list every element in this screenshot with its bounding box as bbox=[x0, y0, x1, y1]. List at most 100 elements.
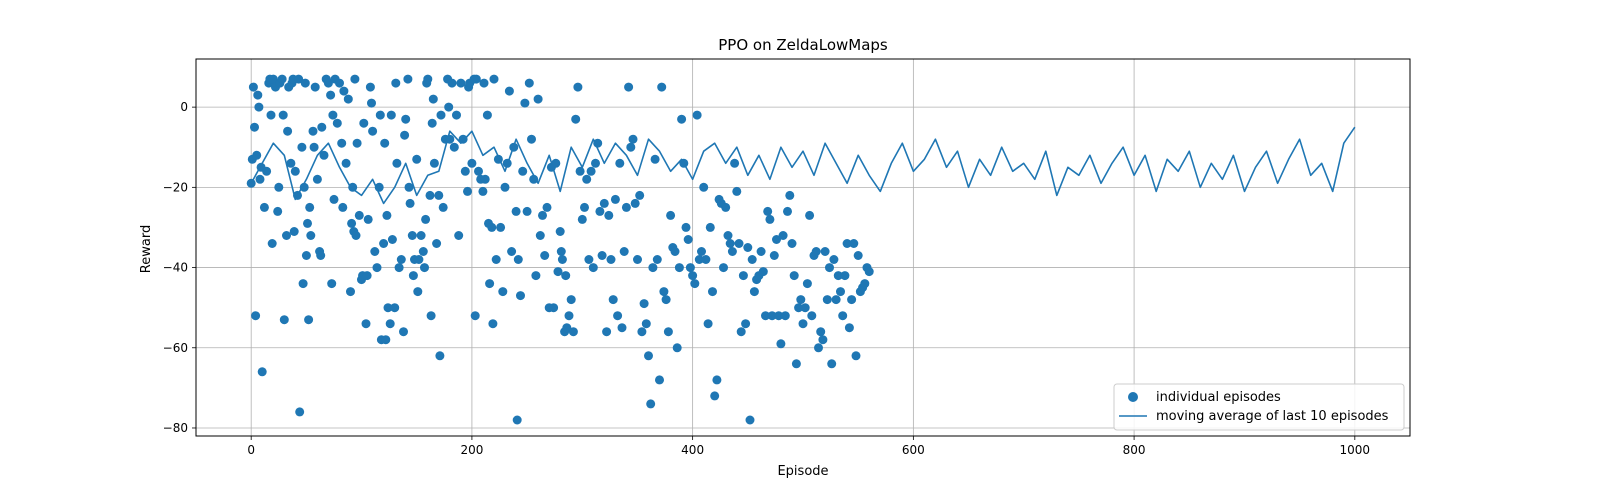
episode-point bbox=[252, 150, 262, 160]
episode-point bbox=[458, 134, 468, 144]
x-axis-label: Episode bbox=[777, 464, 828, 479]
episode-point bbox=[606, 255, 616, 264]
episode-point bbox=[774, 311, 784, 321]
episode-point bbox=[725, 239, 735, 248]
episode-point bbox=[423, 74, 433, 84]
episode-point bbox=[778, 231, 788, 240]
episode-point bbox=[635, 190, 645, 200]
episode-point bbox=[297, 142, 307, 152]
episode-point bbox=[836, 287, 845, 297]
episode-point bbox=[520, 98, 530, 108]
episode-point bbox=[290, 166, 300, 176]
episode-point bbox=[341, 158, 351, 168]
episode-point bbox=[688, 271, 698, 281]
episode-point bbox=[328, 110, 338, 120]
episode-point bbox=[747, 255, 757, 264]
episode-point bbox=[648, 263, 658, 273]
y-tick-label: −80 bbox=[163, 421, 188, 435]
episode-point bbox=[561, 271, 571, 281]
episode-point bbox=[414, 255, 424, 264]
episode-point bbox=[399, 327, 408, 337]
episode-point bbox=[694, 255, 704, 264]
episode-point bbox=[849, 239, 859, 248]
episode-point bbox=[655, 375, 664, 385]
episode-point bbox=[807, 311, 817, 321]
episode-point bbox=[549, 303, 559, 313]
episode-point bbox=[591, 158, 600, 168]
x-tick-label: 800 bbox=[1123, 443, 1146, 457]
episode-point bbox=[531, 271, 541, 281]
chart-title: PPO on ZeldaLowMaps bbox=[718, 36, 888, 54]
episode-point bbox=[860, 279, 870, 289]
x-tick-label: 400 bbox=[681, 443, 704, 457]
episode-point bbox=[444, 102, 454, 112]
episode-point bbox=[262, 166, 272, 176]
episode-point bbox=[346, 287, 355, 297]
episode-point bbox=[456, 78, 466, 88]
episode-point bbox=[794, 303, 804, 313]
episode-point bbox=[380, 138, 390, 148]
episode-point bbox=[434, 190, 444, 200]
moving-average-series bbox=[250, 126, 1356, 205]
episode-point bbox=[727, 247, 737, 256]
episode-point bbox=[838, 311, 848, 321]
episode-point bbox=[639, 299, 649, 309]
episode-point bbox=[326, 90, 336, 100]
episode-point bbox=[347, 218, 357, 228]
episode-point bbox=[765, 214, 775, 224]
episode-point bbox=[368, 126, 378, 136]
episode-point bbox=[274, 182, 284, 192]
legend: individual episodes moving average of la… bbox=[1113, 383, 1405, 431]
episode-point bbox=[805, 210, 815, 220]
episode-point bbox=[652, 255, 662, 264]
episode-point bbox=[672, 343, 682, 353]
episode-point bbox=[708, 287, 717, 297]
episode-point bbox=[425, 190, 435, 200]
episode-point bbox=[428, 94, 438, 104]
episode-point bbox=[840, 271, 850, 281]
episode-point bbox=[429, 158, 439, 168]
scatter-series bbox=[246, 74, 874, 425]
plot-frame bbox=[195, 58, 1411, 437]
episode-point bbox=[555, 227, 565, 236]
episode-point bbox=[628, 134, 638, 144]
episode-point bbox=[454, 231, 464, 240]
episode-point bbox=[610, 194, 620, 204]
episode-point bbox=[721, 202, 731, 212]
episode-point bbox=[734, 239, 744, 248]
episode-point bbox=[401, 114, 411, 124]
episode-point bbox=[447, 78, 457, 88]
episode-point bbox=[641, 319, 651, 329]
episode-point bbox=[772, 235, 781, 244]
episode-point bbox=[789, 271, 799, 281]
episode-point bbox=[701, 255, 711, 264]
episode-point bbox=[619, 247, 629, 256]
episode-point bbox=[798, 319, 808, 329]
episode-point bbox=[413, 287, 423, 297]
episode-point bbox=[602, 327, 612, 337]
episode-point bbox=[703, 319, 713, 329]
episode-point bbox=[767, 311, 777, 321]
episode-point bbox=[604, 210, 614, 220]
episode-point bbox=[498, 287, 508, 297]
episode-point bbox=[692, 110, 702, 120]
episode-point bbox=[756, 247, 766, 256]
episode-point bbox=[637, 327, 647, 337]
episode-point bbox=[571, 114, 581, 124]
episode-point bbox=[738, 271, 748, 281]
episode-point bbox=[426, 311, 436, 321]
episode-point bbox=[266, 110, 276, 120]
episode-point bbox=[323, 78, 333, 88]
episode-point bbox=[736, 327, 746, 337]
episode-point bbox=[741, 319, 751, 329]
episode-point bbox=[487, 222, 497, 232]
episode-point bbox=[491, 255, 501, 264]
episode-point bbox=[391, 78, 401, 88]
episode-point bbox=[382, 210, 392, 220]
episode-point bbox=[776, 339, 786, 349]
episode-point bbox=[403, 74, 413, 84]
episode-point bbox=[407, 231, 417, 240]
episode-point bbox=[743, 243, 753, 252]
episode-point bbox=[365, 82, 375, 92]
